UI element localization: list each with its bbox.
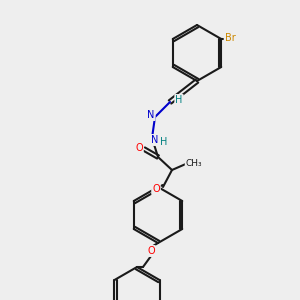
Text: CH₃: CH₃ xyxy=(186,158,202,167)
Text: Br: Br xyxy=(225,33,236,43)
Text: H: H xyxy=(160,137,168,147)
Text: O: O xyxy=(147,246,155,256)
Text: H: H xyxy=(175,95,183,105)
Text: O: O xyxy=(135,143,143,153)
Text: O: O xyxy=(152,184,160,194)
Text: N: N xyxy=(147,110,155,120)
Text: N: N xyxy=(151,135,159,145)
